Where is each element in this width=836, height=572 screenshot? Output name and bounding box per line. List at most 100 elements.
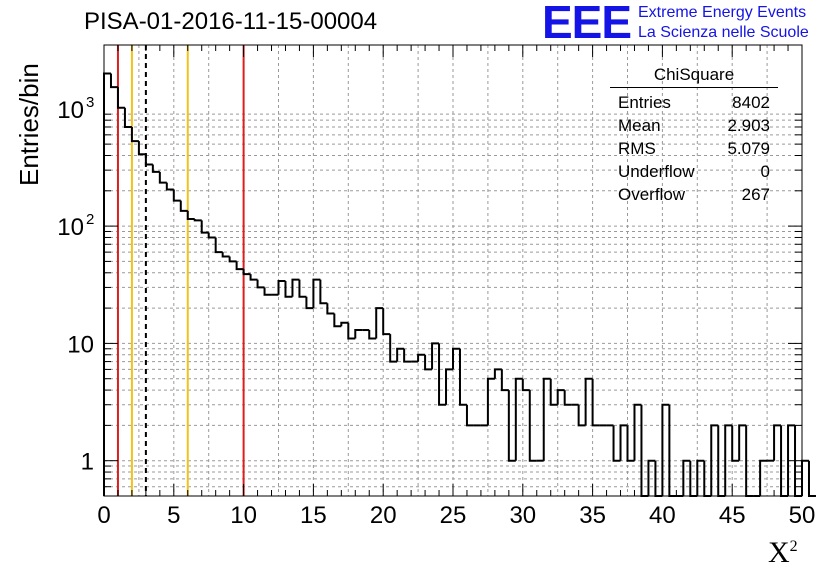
histogram-bin: [123, 107, 132, 128]
histogram-bin: [556, 389, 565, 405]
stats-value: 267: [741, 185, 770, 204]
histogram-bin: [284, 281, 293, 298]
x-tick-label: 10: [230, 502, 257, 529]
histogram-bin: [151, 164, 160, 173]
histogram-bin: [382, 308, 391, 336]
stats-label: Mean: [618, 116, 661, 135]
chart-title: PISA-01-2016-11-15-00004: [84, 8, 378, 35]
histogram-bin: [417, 353, 426, 362]
histogram-bin: [375, 307, 384, 339]
histogram-bin: [696, 459, 705, 496]
histogram-bin: [207, 232, 216, 239]
histogram-bin: [186, 210, 195, 220]
x-tick-label: 20: [370, 502, 397, 529]
histogram-bin: [486, 377, 495, 426]
histogram-bin: [200, 220, 209, 234]
histogram-bin: [514, 377, 523, 461]
histogram-bin: [801, 459, 809, 496]
eee-logo: EEE Extreme Energy Events La Scienza nel…: [542, 0, 832, 46]
x-axis-label-base: X: [768, 536, 790, 569]
histogram-bin: [591, 378, 600, 427]
histogram-bin: [305, 296, 314, 310]
histogram-bin: [542, 377, 551, 461]
histogram-bin: [445, 368, 453, 405]
y-tick-label: 1: [81, 449, 94, 476]
x-axis-label: X2: [768, 536, 798, 570]
stats-label: Overflow: [618, 185, 686, 204]
histogram-bin: [682, 459, 691, 496]
histogram-bin: [403, 348, 412, 363]
stats-label: RMS: [618, 139, 656, 158]
histogram-bin: [738, 424, 747, 461]
y-tick-exponent: 3: [86, 94, 94, 111]
histogram-bin: [438, 343, 447, 406]
histogram-bin: [731, 425, 740, 462]
stats-row-overflow: Overflow 267: [610, 183, 778, 206]
x-tick-label: 15: [300, 502, 327, 529]
histogram-bin: [179, 200, 188, 212]
histogram-bin: [773, 424, 782, 461]
histogram-bin: [340, 321, 349, 327]
histogram-bin: [298, 279, 307, 298]
x-tick-label: 0: [97, 502, 110, 529]
histogram-bin: [787, 424, 796, 496]
x-tick-label: 30: [509, 502, 536, 529]
stats-row-underflow: Underflow 0: [610, 160, 778, 183]
histogram-bin: [724, 424, 733, 496]
stats-label: Entries: [618, 93, 671, 112]
x-tick-label: 45: [719, 502, 746, 529]
histogram-bin: [242, 269, 251, 276]
histogram-bin: [493, 368, 502, 379]
histogram-bin: [137, 141, 146, 156]
histogram-bin: [528, 390, 537, 462]
histogram-bin: [396, 347, 405, 362]
histogram-bin: [277, 280, 286, 295]
x-tick-label: 5: [167, 502, 180, 529]
x-tick-label: 50: [789, 502, 816, 529]
histogram-bin: [626, 425, 635, 462]
y-tick-label: 10: [57, 214, 84, 241]
stats-value: 5.079: [727, 139, 770, 158]
histogram-bin: [507, 390, 516, 462]
histogram-bin: [116, 87, 125, 109]
histogram-bin: [465, 404, 474, 427]
x-tick-label: 25: [440, 502, 467, 529]
x-tick-label: 35: [579, 502, 606, 529]
histogram-bin: [458, 348, 467, 406]
histogram-bin: [347, 322, 356, 340]
histogram-bin: [165, 182, 174, 191]
logo-line-2: La Scienza nelle Scuole: [638, 24, 809, 41]
stats-value: 2.903: [727, 116, 770, 135]
histogram-bin: [144, 154, 153, 166]
histogram-bin: [584, 377, 593, 426]
y-axis-label: Entries/bin: [14, 63, 44, 186]
histogram-bin: [172, 189, 181, 202]
histogram-bin: [319, 279, 328, 305]
y-tick-exponent: 2: [86, 211, 94, 228]
y-tick-label: 10: [57, 97, 84, 124]
histogram-bin: [256, 279, 265, 289]
histogram-bin: [130, 126, 139, 143]
histogram-bin: [228, 256, 237, 263]
histogram-bin: [354, 329, 363, 339]
stats-row-entries: Entries 8402: [610, 91, 778, 114]
histogram-bin: [263, 287, 272, 296]
stats-row-mean: Mean 2.903: [610, 114, 778, 137]
histogram-bin: [807, 460, 816, 497]
histogram-bin: [661, 403, 670, 496]
histogram-bin: [647, 459, 656, 496]
histogram-bin: [368, 330, 377, 340]
stats-box: ChiSquare Entries 8402 Mean 2.903 RMS 5.079…: [610, 64, 778, 206]
stats-row-rms: RMS 5.079: [610, 137, 778, 160]
histogram-bin: [563, 390, 572, 406]
histogram-bin: [452, 347, 460, 370]
histogram-bin: [235, 261, 244, 271]
histogram-bin: [710, 424, 719, 496]
stats-value: 8402: [732, 93, 770, 112]
stats-title: ChiSquare: [653, 65, 735, 84]
histogram-bin: [193, 218, 202, 222]
histogram-bin: [500, 369, 509, 392]
x-axis-label-superscript: 2: [789, 538, 798, 555]
stats-value: 0: [760, 162, 770, 181]
